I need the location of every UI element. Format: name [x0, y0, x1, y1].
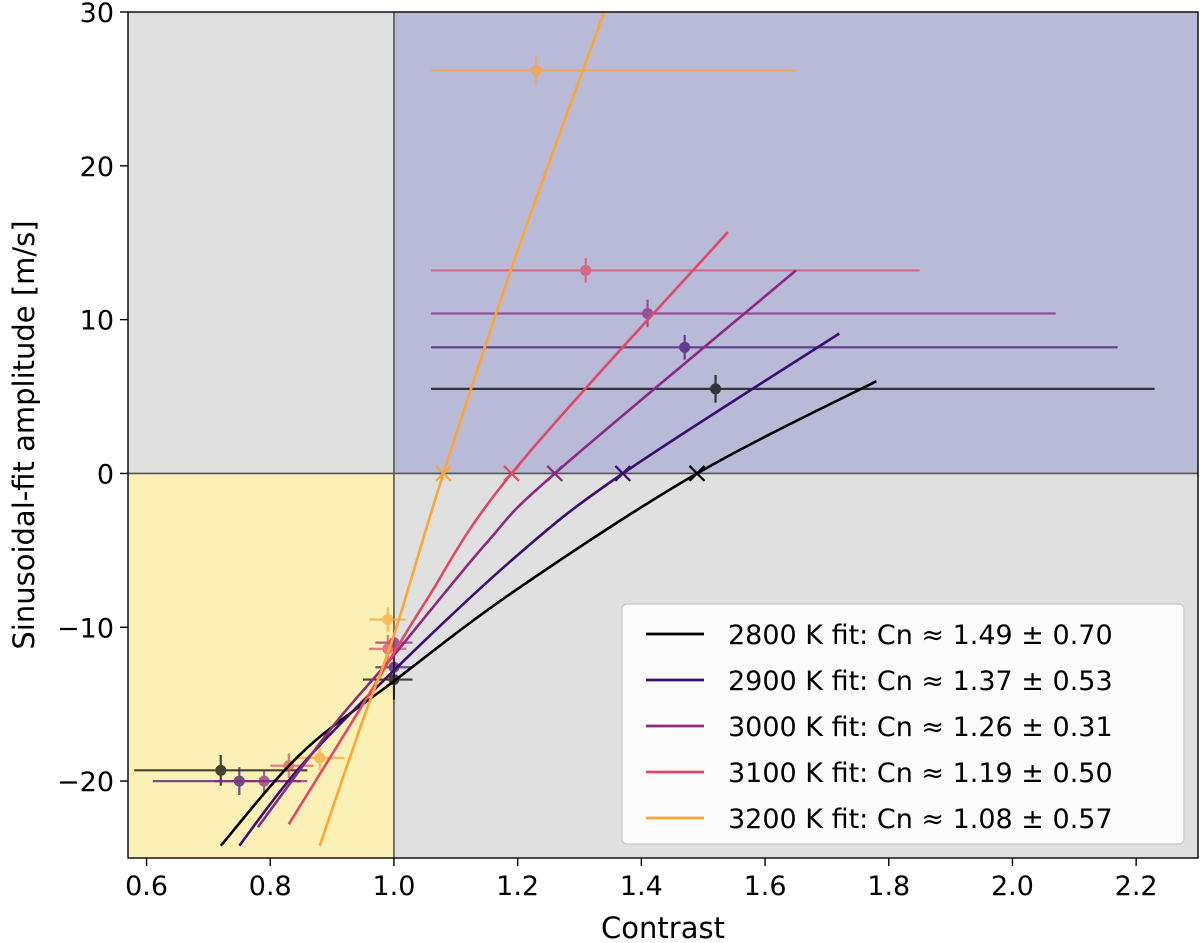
- region-upper-right: [393, 12, 1199, 474]
- legend-entry-4: 3200 K fit: Cn ≈ 1.08 ± 0.57: [646, 804, 1113, 835]
- x-tick-label: 2.0: [991, 871, 1034, 902]
- point-marker: [215, 764, 227, 776]
- data-point-s3-p2: [431, 258, 920, 283]
- x-tick-label: 1.6: [744, 871, 787, 902]
- y-tick-label: 30: [80, 0, 114, 29]
- x-tick-label: 1.4: [620, 871, 663, 902]
- legend-entry-3: 3100 K fit: Cn ≈ 1.19 ± 0.50: [646, 758, 1113, 789]
- x-tick-label: 1.8: [867, 871, 910, 902]
- region-lower-left: [128, 473, 394, 858]
- crossing-marker-0: [688, 465, 706, 482]
- x-tick-label: 1.2: [496, 871, 539, 902]
- plot-frame: [127, 11, 1199, 859]
- legend: 2800 K fit: Cn ≈ 1.49 ± 0.70 2900 K fit: …: [621, 603, 1185, 845]
- fit-curve-1: [238, 332, 841, 847]
- data-point-s4-p2: [431, 56, 796, 85]
- region-upper-left: [128, 12, 394, 474]
- y-axis-ticks: −20 −10 0 10 20 30: [57, 0, 128, 798]
- x-axis-label: Contrast: [601, 911, 725, 943]
- x-axis-ticks: 0.6 0.8 1.0 1.2 1.4 1.6 1.8 2.0 2.2: [125, 858, 1158, 902]
- legend-label: 2800 K fit: Cn ≈ 1.49 ± 0.70: [728, 620, 1113, 651]
- legend-label: 2900 K fit: Cn ≈ 1.37 ± 0.53: [728, 666, 1113, 697]
- data-point-s1-p2: [431, 335, 1118, 360]
- data-point-s0-p2: [431, 375, 1155, 403]
- point-marker: [388, 661, 400, 673]
- point-marker: [679, 341, 691, 353]
- fit-curve-3: [287, 231, 729, 825]
- point-marker: [382, 614, 394, 626]
- x-tick-label: 0.8: [249, 871, 292, 902]
- x-tick-label: 1.0: [372, 871, 415, 902]
- legend-label: 3100 K fit: Cn ≈ 1.19 ± 0.50: [728, 758, 1113, 789]
- x-tick-label: 0.6: [125, 871, 168, 902]
- fit-curves: [219, 12, 877, 847]
- x-tick-label: 2.2: [1115, 871, 1158, 902]
- data-point-s4-p1: [369, 607, 407, 632]
- crossing-marker-3: [503, 465, 520, 482]
- fit-curve-4: [318, 12, 606, 847]
- fit-curve-0: [219, 380, 877, 847]
- point-marker: [314, 752, 326, 764]
- background-regions: [128, 12, 1199, 858]
- legend-label: 3200 K fit: Cn ≈ 1.08 ± 0.57: [728, 804, 1113, 835]
- zero-crossing-markers: [435, 465, 706, 482]
- y-tick-label: 20: [80, 152, 114, 183]
- data-point-s4-p0: [294, 745, 345, 771]
- point-marker: [580, 264, 592, 276]
- legend-entry-0: 2800 K fit: Cn ≈ 1.49 ± 0.70: [646, 620, 1113, 651]
- data-point-s0-p0: [134, 754, 308, 786]
- fit-curve-2: [256, 269, 797, 828]
- point-marker: [530, 64, 542, 76]
- crossing-marker-2: [546, 465, 564, 482]
- legend-label: 3000 K fit: Cn ≈ 1.26 ± 0.31: [728, 712, 1113, 743]
- point-marker: [710, 383, 722, 395]
- crossing-marker-4: [435, 465, 452, 482]
- crossing-marker-1: [614, 465, 632, 482]
- point-marker: [258, 775, 270, 787]
- legend-entry-1: 2900 K fit: Cn ≈ 1.37 ± 0.53: [646, 666, 1113, 697]
- y-axis-label: Sinusoidal-fit amplitude [m/s]: [7, 220, 41, 649]
- y-tick-label: −10: [57, 613, 114, 644]
- reference-lines: [128, 12, 1198, 858]
- y-tick-label: 0: [97, 459, 114, 490]
- y-tick-label: −20: [57, 767, 114, 798]
- legend-entry-2: 3000 K fit: Cn ≈ 1.26 ± 0.31: [646, 712, 1113, 743]
- y-tick-label: 10: [80, 306, 114, 337]
- legend-box: [621, 603, 1185, 845]
